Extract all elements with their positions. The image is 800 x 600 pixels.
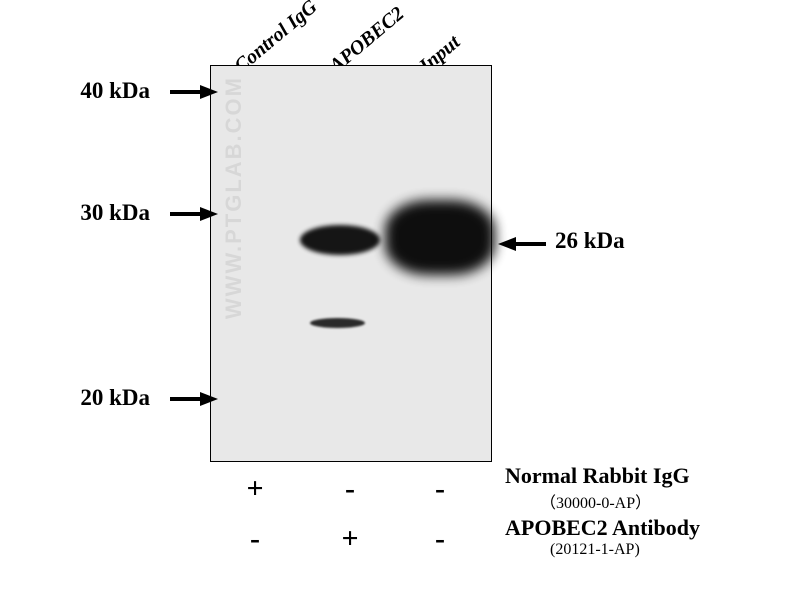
- band-apobec2-main: [300, 225, 380, 255]
- band-input-main: [385, 200, 495, 275]
- watermark: WWW.PTGLAB.COM: [221, 76, 247, 319]
- target-label: 26 kDa: [555, 228, 625, 254]
- row1-sub: （30000-0-AP）: [540, 489, 651, 513]
- matrix-r1c2: -: [330, 472, 370, 506]
- mw-40: 40 kDa: [60, 78, 150, 104]
- arrow-40: [200, 85, 218, 99]
- arrow-30: [200, 207, 218, 221]
- matrix-r1c1: +: [235, 472, 275, 506]
- row2-label: APOBEC2 Antibody: [505, 515, 700, 541]
- figure-container: Control IgG APOBEC2 Input WWW.PTGLAB.COM…: [0, 0, 800, 600]
- band-apobec2-minor: [310, 318, 365, 328]
- matrix-r2c3: -: [420, 522, 460, 556]
- matrix-r2c2: +: [330, 522, 370, 556]
- arrow-20: [200, 392, 218, 406]
- mw-20: 20 kDa: [60, 385, 150, 411]
- row2-sub: (20121-1-AP): [550, 541, 640, 559]
- matrix-r2c1: -: [235, 522, 275, 556]
- arrow-target: [498, 237, 516, 251]
- row1-label: Normal Rabbit IgG: [505, 463, 690, 489]
- mw-30: 30 kDa: [60, 200, 150, 226]
- matrix-r1c3: -: [420, 472, 460, 506]
